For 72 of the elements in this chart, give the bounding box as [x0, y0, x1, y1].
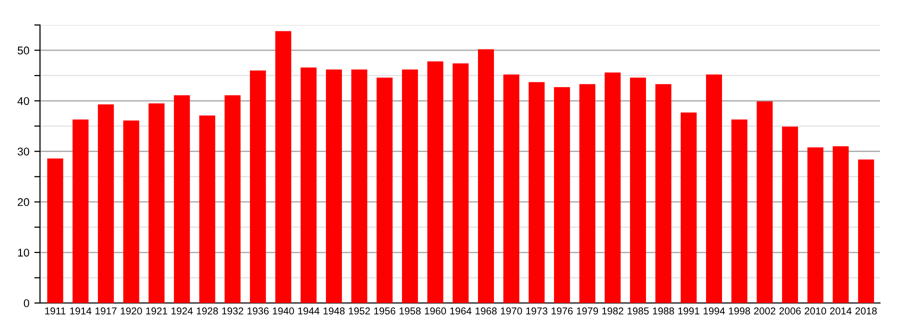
bar — [123, 120, 140, 303]
y-tick-label: 0 — [24, 299, 30, 308]
bar — [148, 103, 165, 303]
bar — [832, 146, 849, 303]
bar — [427, 61, 444, 303]
x-tick-label: 1914 — [70, 307, 92, 315]
bar — [199, 115, 216, 303]
bar — [782, 126, 798, 303]
x-tick-label: 1928 — [196, 307, 218, 315]
x-tick-label: 1982 — [602, 307, 624, 315]
x-tick-label: 1936 — [248, 307, 269, 315]
x-tick-label: 1932 — [222, 307, 244, 315]
bar — [72, 120, 89, 303]
bar — [47, 158, 64, 303]
bar — [300, 67, 317, 303]
y-tick-label: 30 — [18, 148, 30, 156]
x-tick-label: 1973 — [526, 307, 548, 315]
bar — [250, 70, 266, 303]
bar — [579, 84, 596, 303]
bar — [706, 74, 722, 303]
x-tick-label: 1960 — [424, 307, 446, 315]
x-tick-label: 1991 — [678, 307, 700, 315]
x-tick-label: 1979 — [576, 307, 598, 315]
x-tick-label: 1994 — [704, 307, 725, 315]
bar — [807, 147, 824, 303]
x-tick-label: 2018 — [855, 307, 877, 315]
y-tick-label: 10 — [18, 248, 30, 257]
bar — [858, 159, 874, 303]
bar — [503, 74, 520, 303]
x-tick-label: 1976 — [552, 307, 573, 315]
bar — [326, 69, 342, 303]
bar — [528, 82, 545, 303]
x-tick-label: 1958 — [400, 307, 421, 315]
x-tick-label: 1970 — [500, 307, 522, 315]
y-tick-label: 50 — [18, 46, 30, 54]
bar — [731, 120, 748, 303]
x-tick-label: 1956 — [374, 307, 396, 315]
x-tick-label: 2002 — [754, 307, 776, 315]
x-tick-label: 1988 — [652, 307, 674, 315]
y-tick-label: 40 — [17, 97, 30, 105]
bar — [275, 31, 292, 303]
bar — [655, 84, 672, 303]
x-tick-label: 1948 — [324, 307, 345, 315]
bar — [756, 101, 773, 303]
x-tick-label: 1968 — [476, 307, 497, 315]
x-tick-label: 1952 — [348, 307, 370, 315]
x-tick-label: 1924 — [172, 307, 193, 315]
bar — [452, 63, 469, 303]
x-tick-label: 1917 — [96, 307, 117, 315]
bar — [680, 112, 697, 303]
x-tick-label: 2014 — [830, 307, 852, 315]
bar — [224, 95, 241, 303]
x-tick-label: 1920 — [120, 307, 142, 315]
bar — [630, 78, 646, 303]
bar — [174, 95, 190, 303]
y-tick-label: 20 — [18, 198, 30, 206]
x-tick-label: 1921 — [146, 307, 168, 315]
x-tick-label: 1911 — [45, 307, 66, 315]
bar — [554, 87, 570, 303]
x-tick-label: 1998 — [729, 307, 750, 315]
x-tick-label: 1964 — [450, 307, 472, 315]
bar — [376, 78, 393, 303]
bar — [351, 69, 368, 303]
x-tick-label: 1944 — [298, 307, 320, 315]
x-tick-label: 2006 — [779, 307, 801, 315]
x-tick-label: 1940 — [272, 307, 294, 315]
bar — [98, 104, 114, 303]
x-tick-label: 2010 — [804, 307, 826, 315]
x-tick-label: 1985 — [628, 307, 649, 315]
bar — [402, 69, 418, 303]
bar — [604, 72, 621, 303]
bar — [478, 49, 494, 303]
